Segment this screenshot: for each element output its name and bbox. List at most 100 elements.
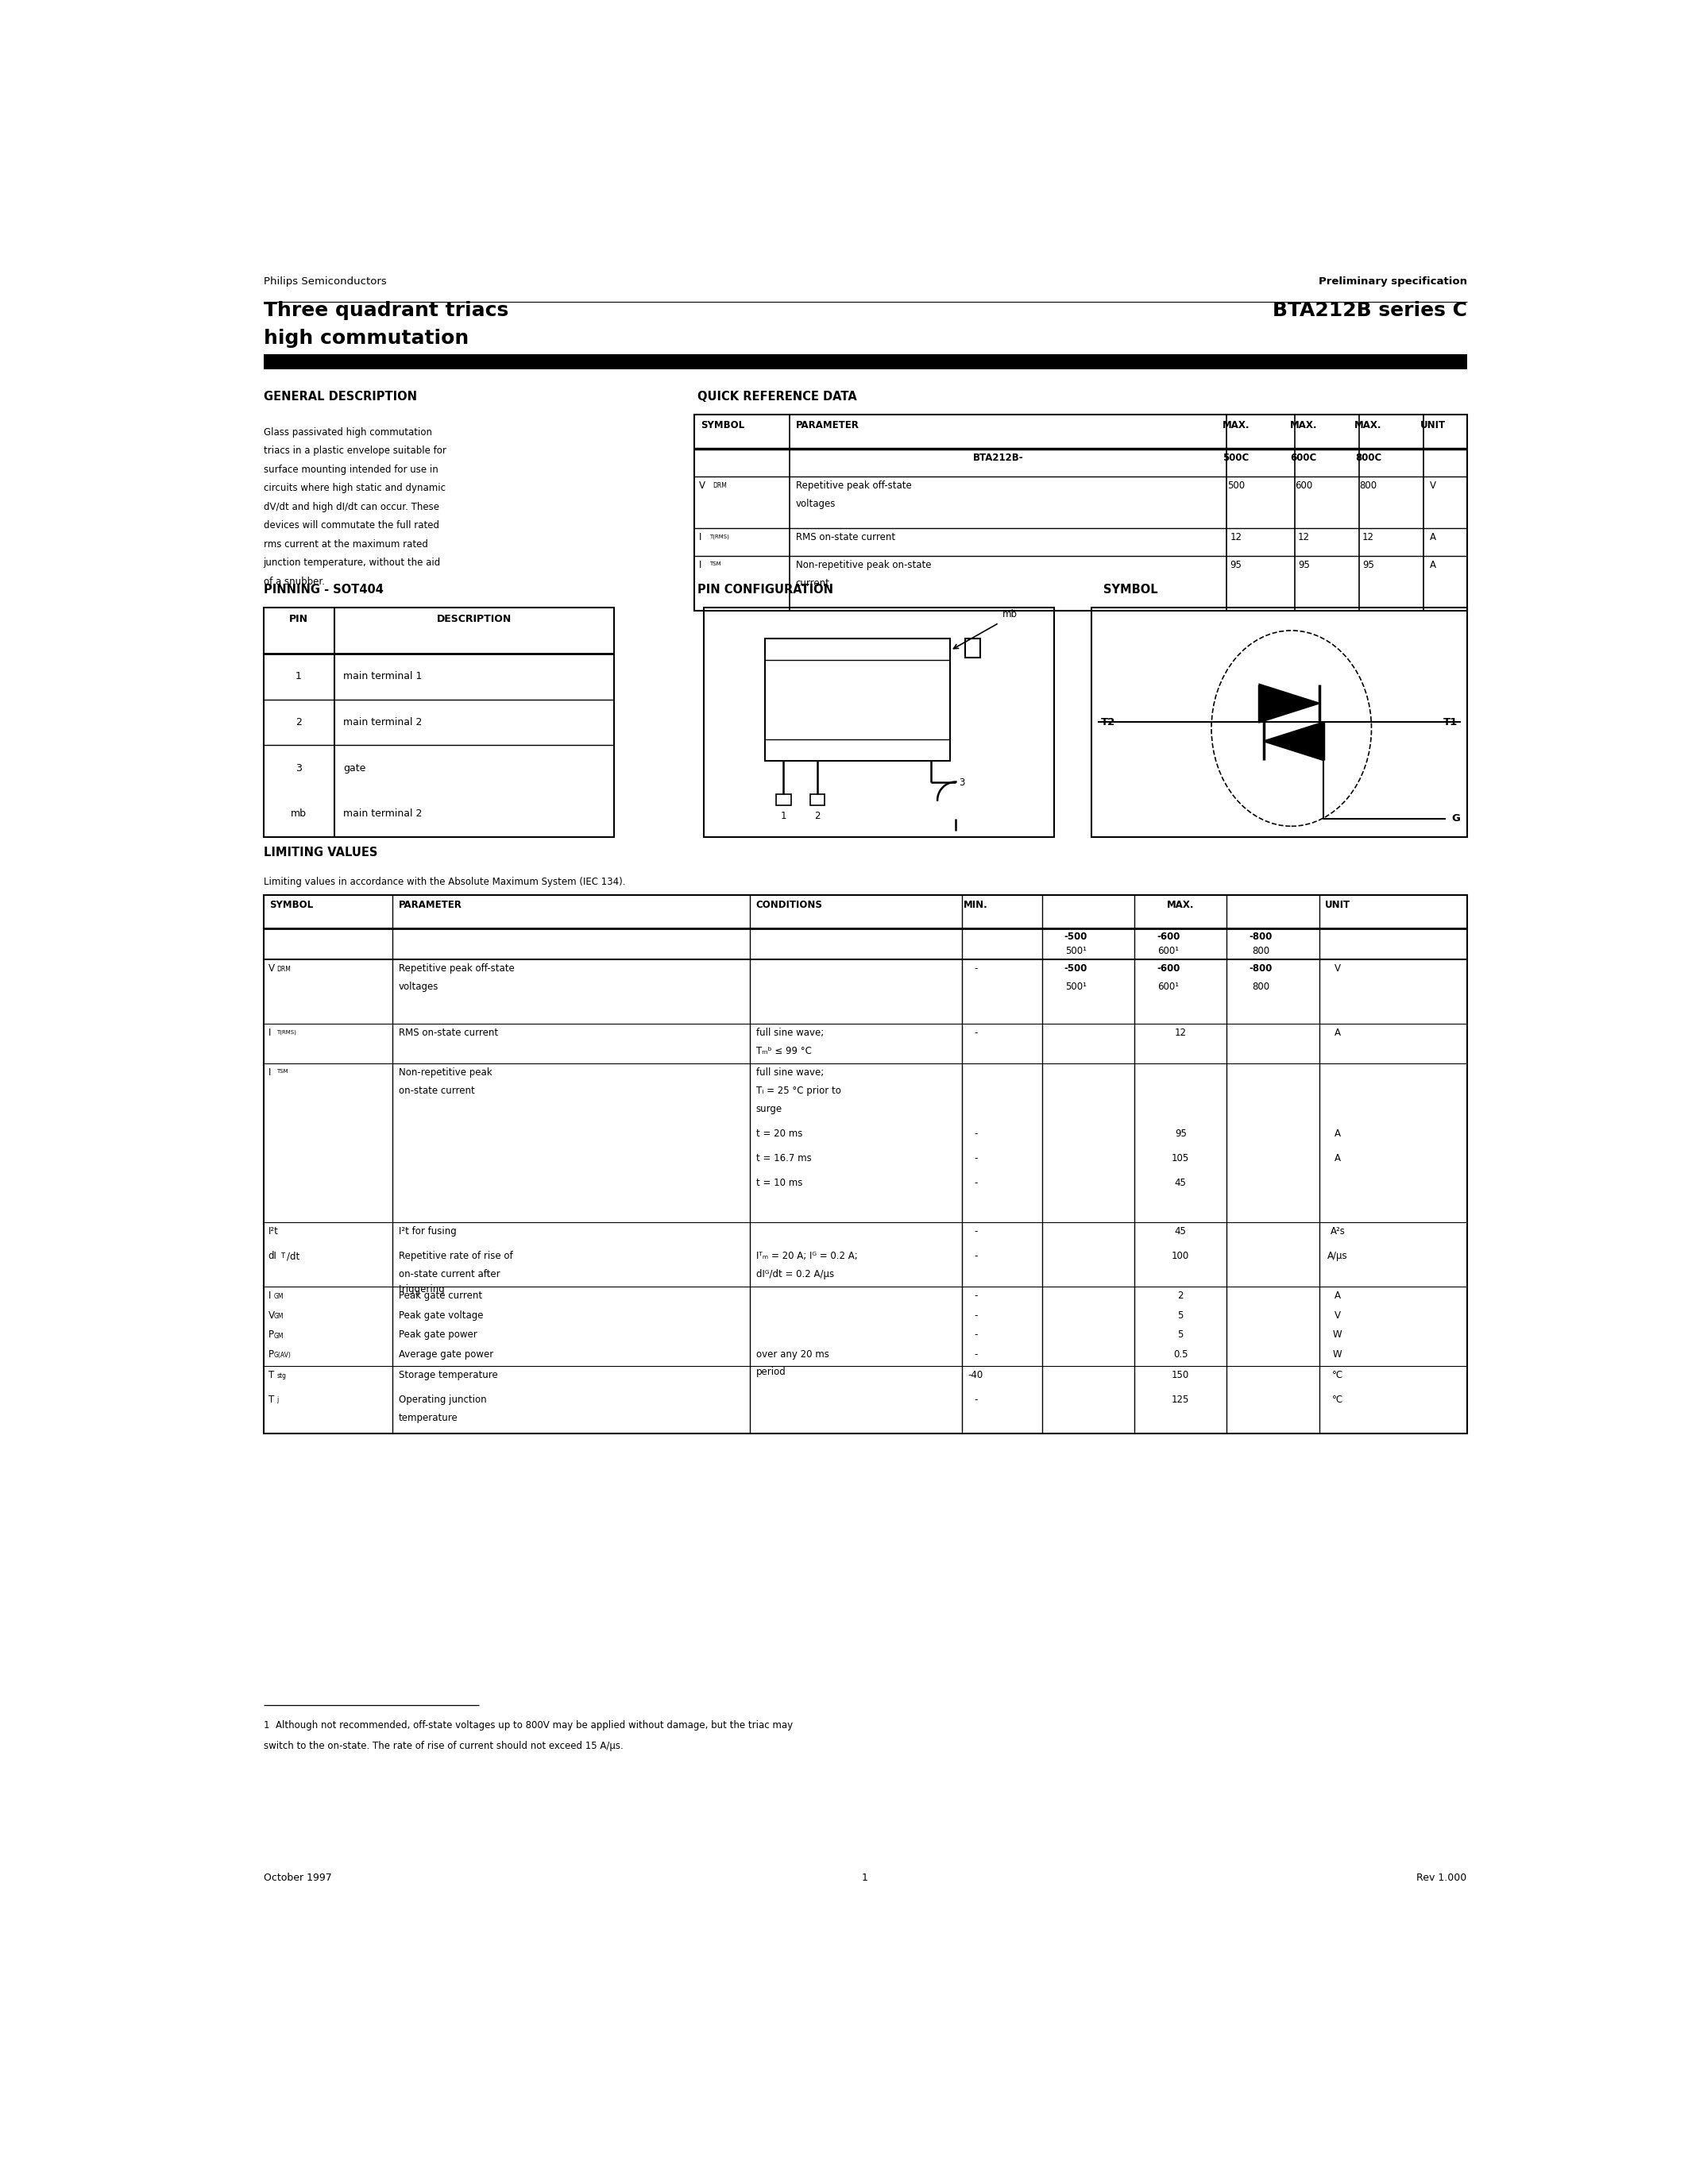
Text: dV/dt and high dI/dt can occur. These: dV/dt and high dI/dt can occur. These xyxy=(263,502,439,511)
Text: MAX.: MAX. xyxy=(1290,419,1317,430)
Text: V: V xyxy=(268,1310,275,1321)
Text: LIMITING VALUES: LIMITING VALUES xyxy=(263,847,376,858)
Text: GENERAL DESCRIPTION: GENERAL DESCRIPTION xyxy=(263,391,417,402)
Text: I²t: I²t xyxy=(268,1227,279,1236)
Text: -500: -500 xyxy=(1065,963,1087,974)
Text: 1: 1 xyxy=(780,810,787,821)
Text: I: I xyxy=(699,533,702,542)
Text: Tₘᵇ ≤ 99 °C: Tₘᵇ ≤ 99 °C xyxy=(756,1046,812,1057)
Text: Limiting values in accordance with the Absolute Maximum System (IEC 134).: Limiting values in accordance with the A… xyxy=(263,876,625,887)
Text: gate: gate xyxy=(343,762,366,773)
Text: 3: 3 xyxy=(959,778,966,788)
Text: 5: 5 xyxy=(1178,1330,1183,1341)
Text: 500¹: 500¹ xyxy=(1065,946,1087,957)
Text: 5: 5 xyxy=(1178,1310,1183,1321)
Text: 12: 12 xyxy=(1175,1029,1187,1037)
Text: A: A xyxy=(1430,533,1436,542)
Text: t = 16.7 ms: t = 16.7 ms xyxy=(756,1153,812,1164)
Bar xyxy=(263,607,614,836)
Text: Operating junction: Operating junction xyxy=(398,1396,486,1404)
Text: full sine wave;: full sine wave; xyxy=(756,1068,824,1077)
Text: Rev 1.000: Rev 1.000 xyxy=(1416,1872,1467,1883)
Text: Average gate power: Average gate power xyxy=(398,1350,493,1361)
Text: T2: T2 xyxy=(1101,716,1116,727)
Text: A: A xyxy=(1335,1129,1340,1138)
Text: MAX.: MAX. xyxy=(1355,419,1382,430)
Text: voltages: voltages xyxy=(398,983,439,992)
Text: A/μs: A/μs xyxy=(1327,1251,1347,1260)
Text: 600¹: 600¹ xyxy=(1158,983,1178,992)
Text: 500: 500 xyxy=(1227,480,1244,491)
Text: period: period xyxy=(756,1367,787,1376)
Text: rms current at the maximum rated: rms current at the maximum rated xyxy=(263,539,427,550)
Text: Repetitive peak off-state: Repetitive peak off-state xyxy=(795,480,912,491)
Text: surface mounting intended for use in: surface mounting intended for use in xyxy=(263,465,437,474)
Text: 150: 150 xyxy=(1171,1369,1190,1380)
Text: V: V xyxy=(1430,480,1436,491)
Text: Peak gate voltage: Peak gate voltage xyxy=(398,1310,483,1321)
Text: triacs in a plastic envelope suitable for: triacs in a plastic envelope suitable fo… xyxy=(263,446,446,456)
Text: 800: 800 xyxy=(1359,480,1377,491)
Text: 12: 12 xyxy=(1231,533,1242,542)
Text: -: - xyxy=(974,1396,977,1404)
Text: -: - xyxy=(974,1291,977,1302)
Text: -: - xyxy=(974,1177,977,1188)
Text: dIᴳ/dt = 0.2 A/μs: dIᴳ/dt = 0.2 A/μs xyxy=(756,1269,834,1280)
Text: 95: 95 xyxy=(1362,559,1374,570)
Text: 600: 600 xyxy=(1295,480,1313,491)
Text: -500: -500 xyxy=(1065,933,1087,941)
Text: 500C: 500C xyxy=(1222,452,1249,463)
Text: V: V xyxy=(699,480,706,491)
Text: -: - xyxy=(974,1227,977,1236)
Text: 0.5: 0.5 xyxy=(1173,1350,1188,1361)
Text: 1: 1 xyxy=(863,1872,868,1883)
Text: T: T xyxy=(268,1396,273,1404)
Text: switch to the on-state. The rate of rise of current should not exceed 15 A/μs.: switch to the on-state. The rate of rise… xyxy=(263,1741,623,1752)
Text: main terminal 2: main terminal 2 xyxy=(343,808,422,819)
Text: 125: 125 xyxy=(1171,1396,1190,1404)
Text: Non-repetitive peak on-state: Non-repetitive peak on-state xyxy=(795,559,932,570)
Text: junction temperature, without the aid: junction temperature, without the aid xyxy=(263,557,441,568)
Text: 500¹: 500¹ xyxy=(1065,983,1087,992)
Bar xyxy=(263,895,1467,1433)
Text: I²t for fusing: I²t for fusing xyxy=(398,1227,456,1236)
Text: -800: -800 xyxy=(1249,933,1273,941)
Text: 45: 45 xyxy=(1175,1177,1187,1188)
Text: PARAMETER: PARAMETER xyxy=(398,900,463,911)
Text: SYMBOL: SYMBOL xyxy=(701,419,744,430)
Text: V: V xyxy=(268,963,275,974)
Text: V: V xyxy=(1335,963,1340,974)
Text: Repetitive peak off-state: Repetitive peak off-state xyxy=(398,963,515,974)
Text: surge: surge xyxy=(756,1105,782,1114)
Text: T1: T1 xyxy=(1443,716,1458,727)
Text: CONDITIONS: CONDITIONS xyxy=(756,900,822,911)
Text: -: - xyxy=(974,963,977,974)
Text: 800C: 800C xyxy=(1355,452,1381,463)
Text: Three quadrant triacs: Three quadrant triacs xyxy=(263,301,508,321)
Text: t = 10 ms: t = 10 ms xyxy=(756,1177,802,1188)
Text: P: P xyxy=(268,1330,273,1341)
Text: A: A xyxy=(1430,559,1436,570)
Text: A: A xyxy=(1335,1153,1340,1164)
Text: 12: 12 xyxy=(1362,533,1374,542)
Text: high commutation: high commutation xyxy=(263,328,469,347)
Text: G(AV): G(AV) xyxy=(273,1352,292,1358)
Text: RMS on-state current: RMS on-state current xyxy=(398,1029,498,1037)
Text: A: A xyxy=(1335,1029,1340,1037)
Text: DESCRIPTION: DESCRIPTION xyxy=(437,614,511,625)
Polygon shape xyxy=(1264,723,1323,760)
Text: 100: 100 xyxy=(1171,1251,1190,1260)
Text: SYMBOL: SYMBOL xyxy=(270,900,314,911)
Text: UNIT: UNIT xyxy=(1325,900,1350,911)
Text: -: - xyxy=(974,1153,977,1164)
Bar xyxy=(704,607,1055,836)
Text: Glass passivated high commutation: Glass passivated high commutation xyxy=(263,428,432,437)
Text: 600C: 600C xyxy=(1291,452,1317,463)
Text: 105: 105 xyxy=(1171,1153,1190,1164)
Text: UNIT: UNIT xyxy=(1420,419,1445,430)
Text: MIN.: MIN. xyxy=(964,900,987,911)
Text: main terminal 2: main terminal 2 xyxy=(343,716,422,727)
Text: °C: °C xyxy=(1332,1396,1344,1404)
Bar xyxy=(776,795,792,806)
Bar xyxy=(810,795,825,806)
